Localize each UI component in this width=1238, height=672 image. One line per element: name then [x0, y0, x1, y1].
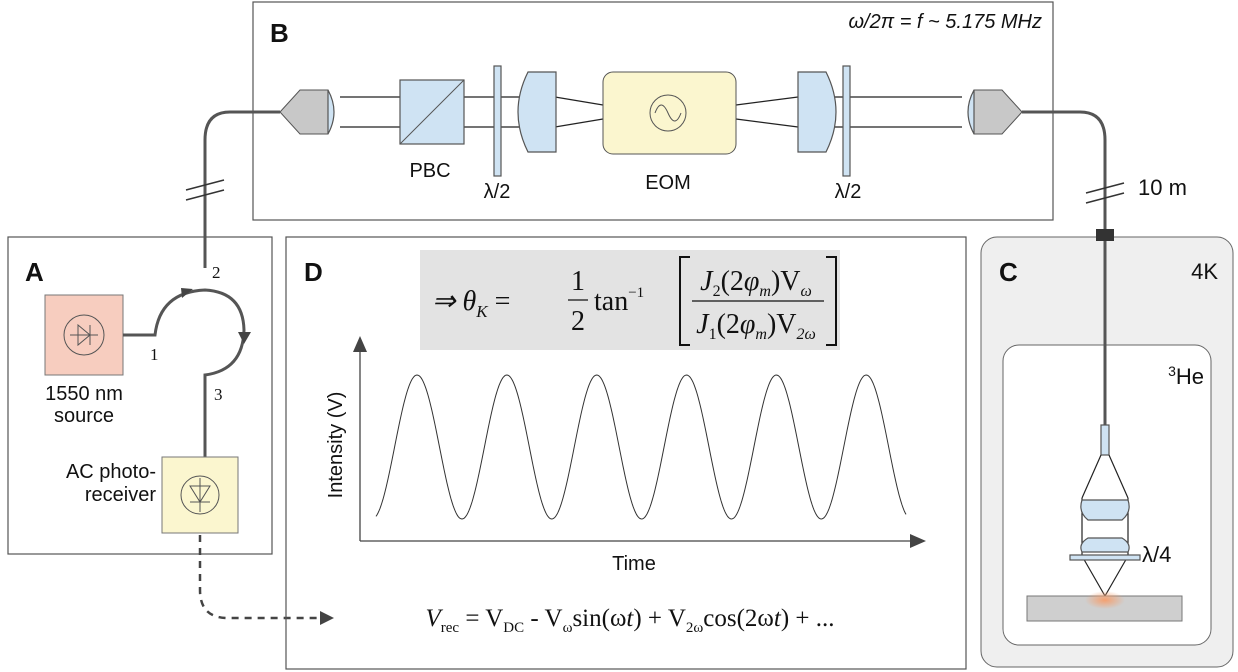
- quarter-wave-plate: [1069, 554, 1141, 561]
- lens: [1080, 499, 1130, 521]
- numerator: J2(2φm)Vω: [700, 266, 812, 300]
- axes: [359, 340, 918, 542]
- equation-lhs: ⇒ θK =: [432, 286, 510, 321]
- laser-spot: [1085, 591, 1125, 609]
- panel-d-frame: [285, 236, 967, 670]
- signal-arrow: [198, 535, 322, 620]
- fiber-length: 10 m: [1138, 175, 1187, 200]
- x-axis-label: Time: [612, 553, 656, 575]
- port-label: 2: [212, 263, 221, 282]
- panel-letter: B: [270, 18, 289, 48]
- denominator: J1(2φm)V2ω: [696, 309, 816, 343]
- panel-letter: C: [999, 257, 1018, 287]
- equation-box: [420, 250, 840, 350]
- fiber: [1022, 110, 1107, 425]
- signal-trace: [375, 374, 907, 520]
- collimator-lens: [967, 89, 975, 135]
- fraction-num: 1: [571, 266, 585, 297]
- port-label: 1: [150, 345, 159, 364]
- panel-letter: A: [25, 257, 44, 287]
- diode-symbol: [63, 314, 105, 356]
- photodiode-symbol: [180, 475, 220, 515]
- circulator-arrow: [238, 332, 251, 344]
- circulator: [123, 288, 246, 458]
- fiber-connector: [1096, 229, 1114, 241]
- y-axis-label: Intensity (V): [325, 392, 347, 499]
- fiber-break: [185, 179, 1125, 204]
- temperature-label: 4K: [1191, 259, 1218, 284]
- collimator: [279, 89, 329, 135]
- source-label: 1550 nm: [45, 383, 123, 405]
- source-label: source: [54, 405, 114, 427]
- equation: ⇒ θK = 1 2 tan−1 J2(2φm)Vω J1(2φm)V2ω: [432, 256, 837, 346]
- frequency-label: ω/2π = f ~ 5.175 MHz: [848, 11, 1042, 33]
- wave-plate-label: λ/2: [835, 181, 862, 203]
- eom-label: EOM: [645, 172, 691, 194]
- eom: [602, 71, 737, 155]
- stage-label: 3He: [1168, 363, 1204, 389]
- wave-plate: [842, 65, 851, 177]
- focus-beam: [1081, 454, 1129, 597]
- fraction-den: 2: [571, 306, 585, 337]
- lens: [1080, 537, 1130, 553]
- collimator-lens: [327, 89, 335, 135]
- lens: [517, 71, 557, 153]
- eom-symbol: [649, 94, 687, 132]
- wave-plate: [493, 65, 502, 177]
- circulator-arrow: [181, 288, 193, 298]
- panel-letter: D: [304, 257, 323, 287]
- pbc-label: PBC: [409, 160, 450, 182]
- he3-stage: [1002, 344, 1212, 646]
- diode-symbol: [70, 323, 98, 347]
- signal-formula: Vrec = VDC - Vωsin(ωt) + V2ωcos(2ωt) + .…: [425, 605, 834, 636]
- function: tan−1: [594, 285, 644, 317]
- wave-plate-label: λ/2: [484, 181, 511, 203]
- brackets: [679, 256, 837, 346]
- panel-a-frame: [7, 236, 273, 555]
- receiver-label: AC photo-: [66, 461, 156, 483]
- photodiode-symbol: [189, 478, 211, 512]
- signal-arrowhead: [320, 611, 334, 625]
- wave-plate-label: λ/4: [1142, 542, 1171, 567]
- lens: [797, 71, 837, 153]
- eom-sine: [654, 104, 682, 122]
- fiber: [203, 110, 280, 268]
- collimator: [973, 89, 1023, 135]
- port-label: 3: [214, 385, 223, 404]
- receiver-label: receiver: [85, 484, 156, 506]
- fiber-tip: [1100, 424, 1110, 456]
- pbc-diagonal: [399, 79, 465, 145]
